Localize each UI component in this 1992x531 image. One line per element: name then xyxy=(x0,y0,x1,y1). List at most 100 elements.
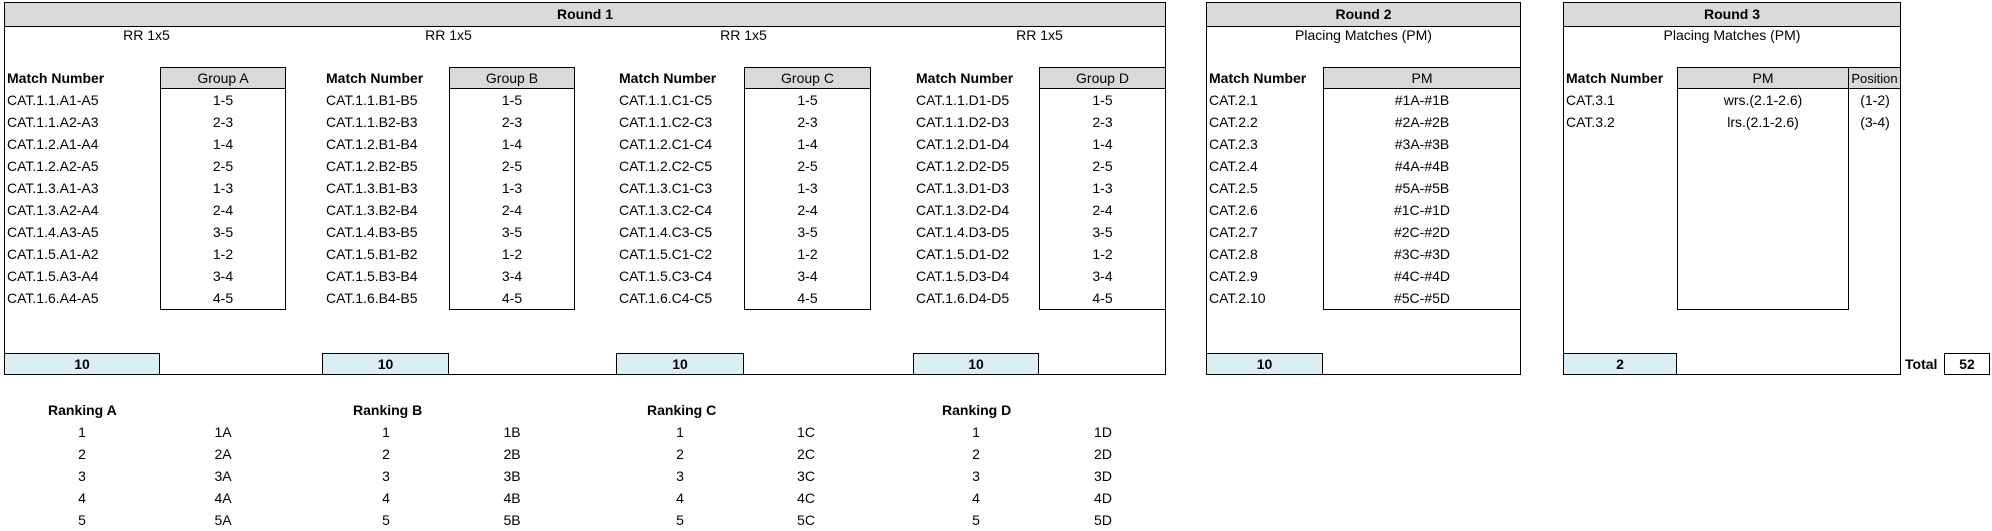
match-pair: 1-3 xyxy=(1092,180,1113,196)
placing-match: #4A-#4B xyxy=(1394,158,1450,174)
ranking-place: 2 xyxy=(676,446,684,462)
placing-match: #4C-#4D xyxy=(1393,268,1451,284)
match-number: CAT.3.2 xyxy=(1566,114,1615,130)
match-number: CAT.2.7 xyxy=(1209,224,1258,240)
match-pair: 1-3 xyxy=(797,180,818,196)
match-pair: 4-5 xyxy=(1092,290,1113,306)
match-number: CAT.1.1.A2-A3 xyxy=(7,114,99,130)
round3-subtitle: Placing Matches (PM) xyxy=(1663,27,1801,43)
placing-match: #5C-#5D xyxy=(1393,290,1451,306)
ranking-place: 5 xyxy=(78,512,86,528)
match-number: CAT.1.1.B2-B3 xyxy=(326,114,418,130)
ranking-place: 4 xyxy=(972,490,980,506)
round2-title: Round 2 xyxy=(1207,3,1520,27)
placing-match: wrs.(2.1-2.6) xyxy=(1723,92,1803,108)
group-b-header: Group B xyxy=(449,67,575,89)
match-number: CAT.1.2.A2-A5 xyxy=(7,158,99,174)
ranking-team: 2B xyxy=(503,446,521,462)
match-number: CAT.1.1.B1-B5 xyxy=(326,92,418,108)
group-a-match-number-label: Match Number xyxy=(7,70,105,86)
match-number: CAT.2.10 xyxy=(1209,290,1266,306)
match-pair: 2-3 xyxy=(1092,114,1113,130)
match-pair: 1-3 xyxy=(501,180,523,196)
round1-title: Round 1 xyxy=(5,3,1165,27)
placing-match: #2C-#2D xyxy=(1393,224,1451,240)
match-pair: 2-4 xyxy=(501,202,523,218)
match-pair: 1-2 xyxy=(501,246,523,262)
match-pair: 2-4 xyxy=(1092,202,1113,218)
round2-total: 10 xyxy=(1206,353,1323,375)
ranking-team: 1C xyxy=(797,424,815,440)
match-pair: 3-4 xyxy=(501,268,523,284)
ranking-place: 1 xyxy=(676,424,684,440)
round3-match-number-label: Match Number xyxy=(1566,70,1664,86)
match-pair: 4-5 xyxy=(501,290,523,306)
group-a-header: Group A xyxy=(160,67,286,89)
ranking-place: 5 xyxy=(972,512,980,528)
ranking-team: 5B xyxy=(503,512,521,528)
match-pair: 1-5 xyxy=(1092,92,1113,108)
group-b-total: 10 xyxy=(322,353,449,375)
ranking-place: 4 xyxy=(382,490,390,506)
ranking-team: 1D xyxy=(1094,424,1112,440)
match-pair: 3-4 xyxy=(1092,268,1113,284)
ranking-d-title: Ranking D xyxy=(942,402,1012,418)
group-c-total: 10 xyxy=(616,353,744,375)
match-pair: 1-3 xyxy=(212,180,234,196)
ranking-team: 5D xyxy=(1094,512,1112,528)
match-number: CAT.1.2.B1-B4 xyxy=(326,136,418,152)
ranking-a-title: Ranking A xyxy=(48,402,117,418)
round3-total: 2 xyxy=(1563,353,1677,375)
ranking-place: 2 xyxy=(78,446,86,462)
match-pair: 2-5 xyxy=(212,158,234,174)
match-pair: 3-5 xyxy=(212,224,234,240)
match-number: CAT.2.6 xyxy=(1209,202,1258,218)
group-d-header: Group D xyxy=(1039,67,1166,89)
match-number: CAT.1.4.B3-B5 xyxy=(326,224,418,240)
group-d-match-number-label: Match Number xyxy=(916,70,1014,86)
ranking-b-title: Ranking B xyxy=(353,402,423,418)
match-number: CAT.2.5 xyxy=(1209,180,1258,196)
match-number: CAT.1.1.C1-C5 xyxy=(619,92,713,108)
match-number: CAT.1.3.C1-C3 xyxy=(619,180,713,196)
match-pair: 2-3 xyxy=(797,114,818,130)
match-pair: 2-5 xyxy=(1092,158,1113,174)
match-number: CAT.1.5.C3-C4 xyxy=(619,268,713,284)
ranking-place: 5 xyxy=(382,512,390,528)
ranking-team: 1B xyxy=(503,424,521,440)
ranking-team: 2C xyxy=(797,446,815,462)
ranking-team: 4B xyxy=(503,490,521,506)
match-number: CAT.1.6.A4-A5 xyxy=(7,290,99,306)
ranking-team: 4A xyxy=(214,490,232,506)
match-pair: 1-5 xyxy=(501,92,523,108)
match-pair: 2-5 xyxy=(797,158,818,174)
round2-subtitle: Placing Matches (PM) xyxy=(1295,27,1432,43)
round2-pm-header: PM xyxy=(1323,67,1521,89)
match-pair: 4-5 xyxy=(212,290,234,306)
match-number: CAT.2.1 xyxy=(1209,92,1258,108)
match-pair: 1-2 xyxy=(1092,246,1113,262)
ranking-place: 1 xyxy=(78,424,86,440)
match-number: CAT.1.3.A1-A3 xyxy=(7,180,99,196)
match-pair: 1-4 xyxy=(797,136,818,152)
match-number: CAT.2.4 xyxy=(1209,158,1258,174)
ranking-team: 2A xyxy=(214,446,232,462)
match-number: CAT.1.3.D2-D4 xyxy=(916,202,1010,218)
ranking-place: 3 xyxy=(972,468,980,484)
group-b-match-number-label: Match Number xyxy=(326,70,424,86)
match-number: CAT.1.3.B2-B4 xyxy=(326,202,418,218)
ranking-place: 4 xyxy=(78,490,86,506)
grand-total-label: Total xyxy=(1905,356,1938,372)
match-number: CAT.1.1.A1-A5 xyxy=(7,92,99,108)
ranking-place: 3 xyxy=(676,468,684,484)
match-number: CAT.1.3.D1-D3 xyxy=(916,180,1010,196)
match-pair: 2-3 xyxy=(501,114,523,130)
ranking-place: 5 xyxy=(676,512,684,528)
match-pair: 1-4 xyxy=(1092,136,1113,152)
match-number: CAT.1.5.B3-B4 xyxy=(326,268,418,284)
match-pair: 3-5 xyxy=(797,224,818,240)
placing-match: lrs.(2.1-2.6) xyxy=(1727,114,1799,130)
round2-panel: Round 2 xyxy=(1206,2,1521,375)
group-d-column xyxy=(1039,89,1166,310)
match-pair: 1-2 xyxy=(212,246,234,262)
